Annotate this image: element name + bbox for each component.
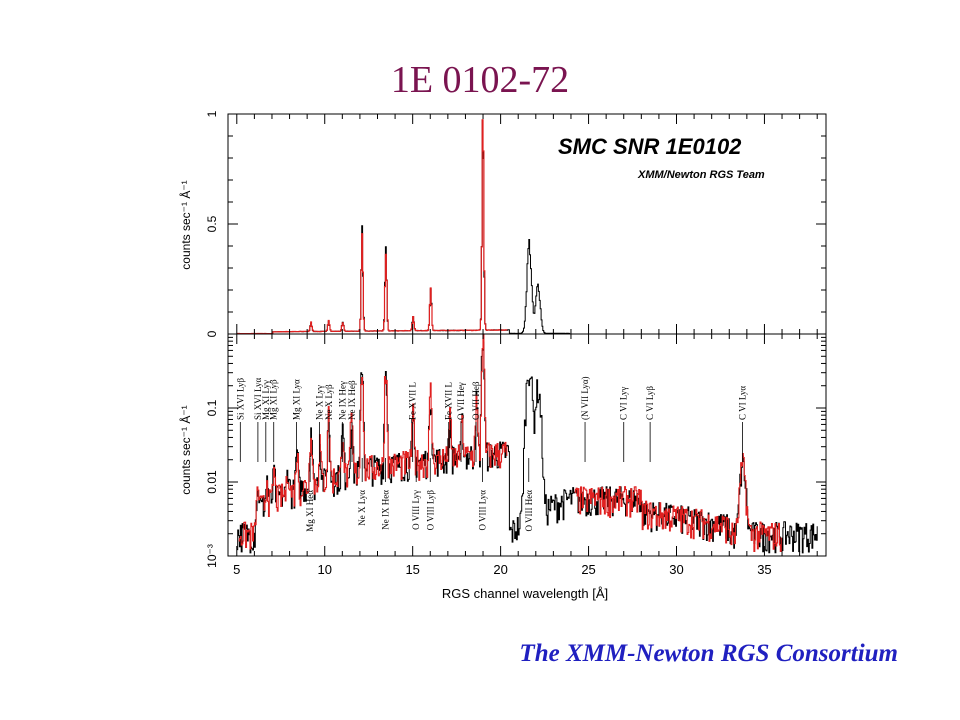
y-tick-label: 0.01 xyxy=(205,470,219,494)
x-tick-label: 25 xyxy=(581,562,595,577)
x-tick-label: 35 xyxy=(757,562,771,577)
x-tick-label: 30 xyxy=(669,562,683,577)
line-id-label: Fe XVII L xyxy=(408,382,418,420)
line-id-label: Mg XI Lyα xyxy=(292,379,302,420)
top-panel-ylabel: counts sec⁻¹ Å⁻¹ xyxy=(178,180,193,269)
line-id-label: Mg XI Lyβ xyxy=(269,379,279,420)
line-id-label: O VIII Lyα xyxy=(478,490,488,531)
y-tick-label: 0.1 xyxy=(205,399,219,416)
line-id-label: Ne X Lyα xyxy=(357,490,367,526)
slide-title: 1E 0102-72 xyxy=(390,59,570,101)
line-id-label: (N VII Lyα) xyxy=(580,376,590,420)
top-panel-title: SMC SNR 1E0102 xyxy=(558,134,742,159)
x-tick-label: 5 xyxy=(233,562,240,577)
top-spectrum-rgs1 xyxy=(236,119,508,335)
bottom-spectrum-rgs1 xyxy=(238,334,782,552)
line-id-label: Ne X Lyβ xyxy=(324,384,334,420)
line-id-label: Fe XVII L xyxy=(444,382,454,420)
x-tick-label: 10 xyxy=(318,562,332,577)
line-id-label: Mg XI Heα xyxy=(305,490,315,532)
line-id-label: Ne IX Heβ xyxy=(347,380,357,420)
bottom-panel-ylabel: counts sec⁻¹ Å⁻¹ xyxy=(178,405,193,494)
line-id-label: Si XVI Lyβ xyxy=(235,377,245,420)
y-tick-label: 1 xyxy=(205,110,219,117)
x-tick-label: 15 xyxy=(405,562,419,577)
line-id-label: Ne IX Heγ xyxy=(337,381,347,420)
bottom-panel-frame xyxy=(227,333,827,557)
bottom-panel: 5 10 15 20 25 30 35 10⁻³ 0.01 0.1 Si XVI Lyβ Si XVI… xyxy=(205,333,827,577)
line-id-label: O VII Heβ xyxy=(471,381,481,420)
x-tick-label: 20 xyxy=(493,562,507,577)
line-id-label: Si XVI Lyα xyxy=(253,377,263,420)
line-id-label: O VIII Lyβ xyxy=(425,490,435,531)
top-spectrum-rgs2 xyxy=(236,120,571,335)
x-axis-label: RGS channel wavelength [Å] xyxy=(442,586,608,601)
line-id-label: C VI Lyβ xyxy=(645,386,655,420)
top-panel-subtitle: XMM/Newton RGS Team xyxy=(637,169,765,181)
line-id-label: O VIII Lyγ xyxy=(411,490,421,530)
credit-line: The XMM-Newton RGS Consortium xyxy=(519,640,898,667)
line-id-label: C VI Lyγ xyxy=(619,387,629,420)
line-id-label: O VIII Heα xyxy=(524,490,534,532)
y-tick-label: 0 xyxy=(205,330,219,337)
line-id-label: Mg XI Lyγ xyxy=(261,380,271,420)
line-id-label: C VI Lyα xyxy=(737,386,747,420)
bottom-spectrum-rgs2 xyxy=(236,341,818,554)
line-id-label: Ne IX Heα xyxy=(380,490,390,530)
y-tick-label: 0.5 xyxy=(205,215,219,232)
line-id-label: Ne X Lyγ xyxy=(314,385,324,420)
line-id-label: O VII Heγ xyxy=(456,382,466,420)
y-tick-label: 10⁻³ xyxy=(205,544,219,568)
